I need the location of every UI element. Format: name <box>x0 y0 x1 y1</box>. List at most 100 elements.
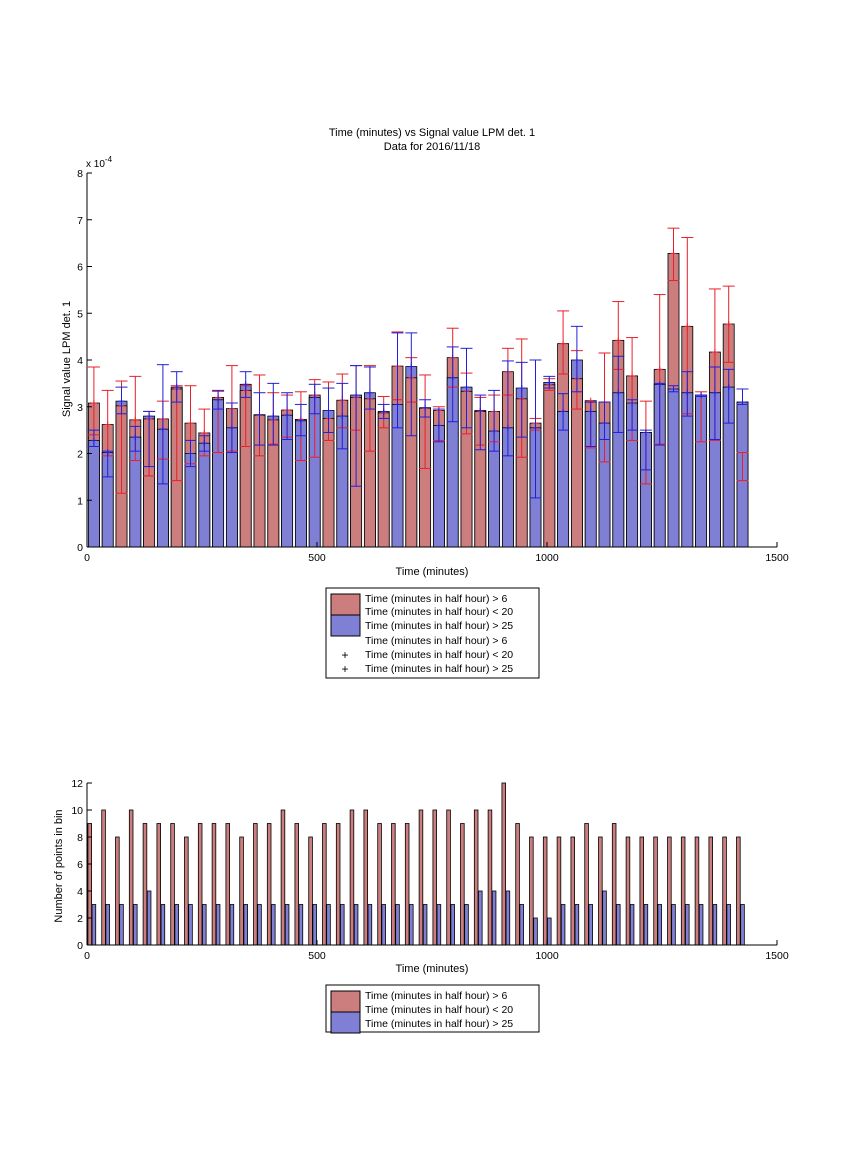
chart2-bar-red <box>142 823 148 946</box>
chart2-bar-blue <box>422 904 428 946</box>
chart2-bar-blue <box>202 904 207 946</box>
chart1-y-exponent-power: -4 <box>105 155 113 164</box>
chart2-bar-red <box>184 836 189 946</box>
chart2-bar-red <box>598 836 603 946</box>
chart1-y-tick-label: 6 <box>77 262 83 274</box>
chart2-bar-red <box>556 836 562 946</box>
chart2-bar-red <box>653 836 658 946</box>
chart2-legend: Time (minutes in half hour) > 6 Time (mi… <box>325 984 540 1034</box>
chart1-bar-blue <box>557 411 570 548</box>
chart1-title: Time (minutes) vs Signal value LPM det. … <box>329 127 535 139</box>
chart2-bar-red <box>115 836 120 946</box>
chart2-bar-blue <box>560 904 566 946</box>
chart2-bar-blue <box>657 904 662 946</box>
chart2-bar-red <box>736 836 741 946</box>
chart1-y-tick-label: 1 <box>77 495 83 507</box>
chart1-legend-text-4: Time (minutes in half hour) > 6 <box>365 635 507 647</box>
chart2-bar-blue <box>257 904 262 946</box>
chart2-bar-blue <box>284 904 290 946</box>
chart2-bar-blue <box>491 890 497 946</box>
chart1-bar-blue <box>432 425 445 548</box>
chart1-bar-blue <box>667 388 680 548</box>
chart2-bar-red <box>639 836 644 946</box>
chart2-x-tick-label: 1500 <box>765 950 789 962</box>
chart2-y-tick-label: 10 <box>71 805 83 817</box>
chart2-legend-text-2: Time (minutes in half hour) < 20 <box>365 1004 513 1016</box>
chart2-bar-blue <box>574 904 580 946</box>
chart2-bar-blue <box>409 904 414 946</box>
chart2-ylabel: Number of points in bin <box>53 809 65 922</box>
chart2-bar-red <box>694 836 700 946</box>
chart2-bar-blue <box>381 904 386 946</box>
chart2-bar-blue <box>685 904 690 946</box>
chart2-y-tick-label: 6 <box>77 859 83 871</box>
chart2-bar-red <box>335 823 341 946</box>
chart2-legend-text-1: Time (minutes in half hour) > 6 <box>365 990 507 1002</box>
chart1-y-tick-label: 0 <box>77 542 83 554</box>
chart1-y-tick-label: 3 <box>77 402 83 414</box>
chart2-bar-blue <box>133 904 138 946</box>
chart1-y-exponent: x 10-4 <box>86 155 113 170</box>
chart1-y-tick-label: 4 <box>77 355 83 367</box>
chart2-bar-red <box>418 809 424 946</box>
chart1-bar-red <box>543 384 556 548</box>
chart2-bar-blue <box>353 904 359 946</box>
chart1-legend-text-5: Time (minutes in half hour) < 20 <box>365 649 513 661</box>
chart2-bar-red <box>722 836 727 946</box>
chart2-bar-red <box>170 823 175 946</box>
chart1-x-tick-label: 1500 <box>765 552 789 564</box>
chart1-xlabel: Time (minutes) <box>396 566 469 578</box>
chart1-y-tick-label: 8 <box>77 168 83 180</box>
chart1-x-tick-label: 0 <box>84 552 90 564</box>
chart2-bar-red <box>349 809 355 946</box>
chart2-bar-red <box>542 836 548 946</box>
chart2-bar-red <box>377 823 382 946</box>
chart2-bar-blue <box>671 904 676 946</box>
chart2-bar-blue <box>643 904 649 946</box>
chart1-legend-box <box>325 587 540 679</box>
chart2-bar-red <box>473 809 479 946</box>
chart2-legend-text-3: Time (minutes in half hour) > 25 <box>365 1018 513 1030</box>
chart2-bar-red <box>391 823 396 946</box>
chart2-bar-red <box>101 809 106 946</box>
chart2-bar-red <box>363 809 369 946</box>
chart2-bar-blue <box>698 904 704 946</box>
chart2-bar-blue <box>367 904 373 946</box>
chart2-bar-red <box>611 823 617 946</box>
chart2-bar-red <box>294 823 300 946</box>
chart2-bar-blue <box>271 904 276 946</box>
chart2-bar-blue <box>340 904 345 946</box>
chart1-legend-text-6: Time (minutes in half hour) > 25 <box>365 663 513 675</box>
chart2-bar-red <box>253 823 258 946</box>
chart2-bar-blue <box>243 904 248 946</box>
chart2-bar-red <box>87 823 92 946</box>
chart2-plot-area: 0 500 1000 1500 0 2 4 6 8 10 12 <box>71 778 789 962</box>
chart2-bar-blue <box>160 904 166 946</box>
chart2-bar-red <box>128 809 134 946</box>
chart1-bar-red <box>377 412 390 548</box>
chart2-bar-blue <box>312 904 317 946</box>
chart2-bar-red <box>708 836 713 946</box>
chart2-bar-red <box>625 836 631 946</box>
chart2-bar-blue <box>119 904 124 946</box>
chart2-bar-red <box>667 836 672 946</box>
chart2-bar-red <box>239 836 244 946</box>
chart1-legend-patch-red <box>330 593 361 616</box>
chart2-bar-blue <box>105 904 110 946</box>
chart1-legend-text-3: Time (minutes in half hour) > 25 <box>365 620 513 632</box>
chart2-bar-blue <box>740 904 745 946</box>
chart1-y-tick-label: 5 <box>77 308 83 320</box>
chart1-y-tick-label: 2 <box>77 449 83 461</box>
chart2-bar-blue <box>229 904 235 946</box>
chart2-bar-red <box>322 823 327 946</box>
chart2-bar-red <box>308 836 313 946</box>
chart2-bar-blue <box>616 904 621 946</box>
chart2-legend-box <box>325 984 540 1033</box>
chart2-bar-blue <box>91 904 97 946</box>
chart2-bar-red <box>570 836 575 946</box>
chart2-bar-blue <box>726 904 731 946</box>
chart1-bar-blue <box>198 442 211 548</box>
chart2-x-tick-label: 1000 <box>535 950 559 962</box>
chart1-y-tick-label: 7 <box>77 215 83 227</box>
